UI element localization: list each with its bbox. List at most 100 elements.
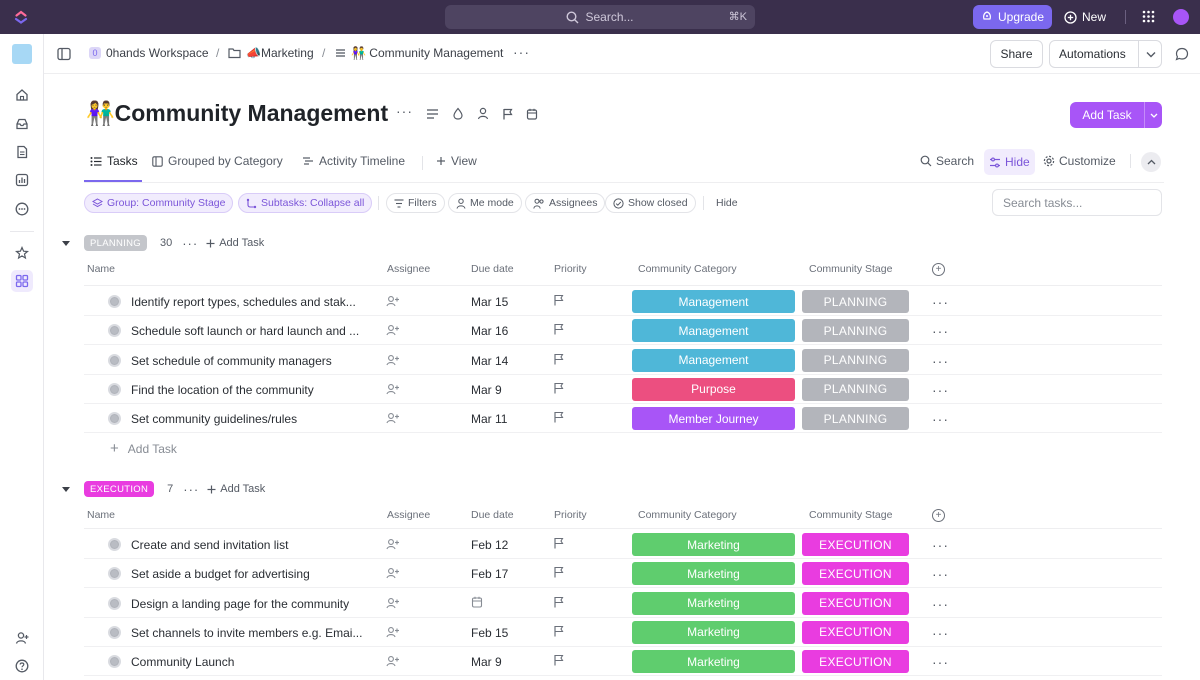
group-by-chip[interactable]: Group: Community Stage [84,193,234,213]
column-header-community-category[interactable]: Community Category [638,509,737,521]
tab-tasks[interactable]: Tasks [90,154,138,168]
assignee-cell[interactable] [386,383,399,398]
category-tag[interactable]: Member Journey [632,407,795,431]
stage-tag[interactable]: EXECUTION [802,650,909,674]
collapse-caret-icon[interactable] [62,240,70,246]
task-row[interactable]: Set aside a budget for advertising Feb 17… [84,559,1162,589]
task-name[interactable]: Set schedule of community managers [131,353,332,368]
priority-cell[interactable] [553,323,564,338]
category-tag[interactable]: Management [632,348,795,372]
apps-grid-icon[interactable] [1142,10,1155,23]
assignee-cell[interactable] [386,597,399,612]
category-tag[interactable]: Marketing [632,650,795,674]
priority-cell[interactable] [553,596,564,611]
due-date[interactable]: Mar 14 [471,353,509,368]
add-user-icon[interactable] [11,627,33,649]
category-tag[interactable]: Marketing [632,533,795,556]
assignee-cell[interactable] [386,567,399,582]
task-name[interactable]: Set channels to invite members e.g. Emai… [131,625,363,640]
global-search-bar[interactable]: Search... ⌘K [445,5,755,29]
chevron-down-icon[interactable] [1146,51,1156,58]
row-more-icon[interactable]: ··· [932,323,949,340]
stage-tag[interactable]: PLANNING [802,319,909,343]
task-name[interactable]: Find the location of the community [131,382,314,397]
row-more-icon[interactable]: ··· [932,294,949,310]
collapse-header-button[interactable] [1141,152,1161,172]
upgrade-button[interactable]: Upgrade [973,5,1052,29]
priority-cell[interactable] [553,294,564,309]
due-date[interactable]: Feb 15 [471,625,509,640]
column-header-community-stage[interactable]: Community Stage [809,263,893,275]
column-header-priority[interactable]: Priority [554,509,587,521]
stage-tag[interactable]: PLANNING [802,290,909,313]
status-circle-icon[interactable] [108,295,121,308]
due-date[interactable]: Feb 17 [471,567,509,582]
due-date[interactable]: Mar 9 [471,655,502,670]
hide-button[interactable]: Hide [984,149,1035,175]
spaces-grid-icon[interactable] [11,270,33,292]
priority-cell[interactable] [553,411,564,426]
filters-chip[interactable]: Filters [386,193,445,213]
stage-tag[interactable]: PLANNING [802,348,909,372]
status-circle-icon[interactable] [108,567,121,581]
favorites-star-icon[interactable] [11,242,33,264]
view-search-button[interactable]: Search [920,154,974,168]
due-date-empty[interactable] [471,596,483,611]
show-closed-chip[interactable]: Show closed [605,193,696,213]
task-name[interactable]: Create and send invitation list [131,538,289,552]
column-header-name[interactable]: Name [87,263,116,275]
category-tag[interactable]: Management [632,290,795,313]
collapse-caret-icon[interactable] [62,486,70,492]
share-button[interactable]: Share [990,40,1043,68]
status-badge[interactable]: EXECUTION [84,481,155,497]
column-header-priority[interactable]: Priority [554,263,587,275]
status-circle-icon[interactable] [108,625,121,639]
category-tag[interactable]: Management [632,319,795,343]
assignee-cell[interactable] [386,626,399,641]
priority-cell[interactable] [553,654,564,669]
task-name[interactable]: Community Launch [131,655,235,670]
category-tag[interactable]: Marketing [632,620,795,644]
clickup-logo-icon[interactable] [12,8,30,26]
stage-tag[interactable]: PLANNING [802,377,909,401]
category-tag[interactable]: Purpose [632,377,795,401]
tab-add-view[interactable]: View [436,154,477,168]
priority-cell[interactable] [553,382,564,397]
tab-activity-timeline[interactable]: Activity Timeline [302,154,405,168]
inbox-icon[interactable] [11,113,33,135]
assignee-cell[interactable] [386,324,399,339]
color-drop-icon[interactable] [452,107,464,120]
assignees-chip[interactable]: Assignees [525,193,606,213]
tab-grouped-by-category[interactable]: Grouped by Category [152,154,283,168]
task-name[interactable]: Identify report types, schedules and sta… [131,295,356,309]
me-mode-chip[interactable]: Me mode [448,193,522,213]
column-header-due-date[interactable]: Due date [471,263,514,275]
person-icon[interactable] [477,107,489,120]
priority-cell[interactable] [553,566,564,581]
task-name[interactable]: Set community guidelines/rules [131,412,298,427]
column-header-name[interactable]: Name [87,509,116,521]
add-column-icon[interactable]: + [932,509,945,522]
row-more-icon[interactable]: ··· [932,537,949,553]
automations-button[interactable]: Automations [1049,40,1162,68]
category-tag[interactable]: Marketing [632,591,795,615]
row-more-icon[interactable]: ··· [932,381,949,398]
group-add-task-button[interactable]: Add Task [207,483,265,495]
sidebar-toggle-icon[interactable] [57,47,71,61]
workspace-avatar[interactable] [12,44,32,64]
row-more-icon[interactable]: ··· [932,595,949,612]
task-row[interactable]: Design a landing page for the community M… [84,589,1162,618]
status-circle-icon[interactable] [108,353,121,367]
more-circle-icon[interactable] [11,198,33,220]
status-circle-icon[interactable] [108,412,121,426]
category-tag[interactable]: Marketing [632,562,795,586]
task-row[interactable]: Set schedule of community managers Mar 14… [84,346,1162,375]
priority-cell[interactable] [553,537,564,552]
row-more-icon[interactable]: ··· [932,352,949,369]
breadcrumb-list[interactable]: 👫 Community Management [335,46,503,60]
task-row[interactable]: Community Launch Mar 9 Marketing EXECUTION ·… [84,647,1162,677]
stage-tag[interactable]: EXECUTION [802,591,909,615]
due-date[interactable]: Mar 16 [471,324,509,339]
priority-cell[interactable] [553,353,564,368]
home-icon[interactable] [11,84,33,106]
